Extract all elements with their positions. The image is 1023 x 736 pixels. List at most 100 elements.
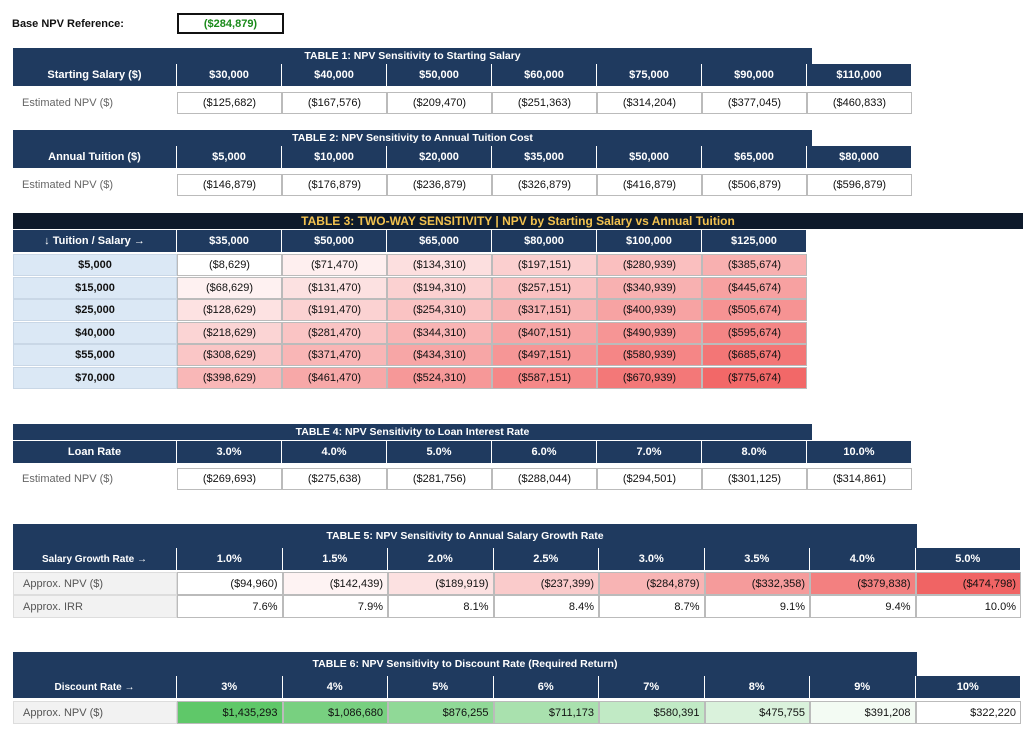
value-cell: ($257,151) [492,277,597,299]
value-cell: ($497,151) [492,344,597,366]
row-label: Approx. NPV ($) [13,701,177,724]
header-cell: $110,000 [807,64,912,86]
value-cell: ($775,674) [702,367,807,389]
value-cell: ($167,576) [282,92,387,114]
value-cell: ($344,310) [387,322,492,344]
value-cell: ($209,470) [387,92,492,114]
value-cell: ($146,879) [177,174,282,196]
value-cell: ($398,629) [177,367,282,389]
value-cell: 9.4% [810,595,916,618]
header-cell: $65,000 [387,230,492,252]
header-cell: $80,000 [807,146,912,168]
header-cell: $60,000 [492,64,597,86]
value-cell: ($595,674) [702,322,807,344]
header-cell: 5% [388,676,494,698]
table-title: TABLE 3: TWO-WAY SENSITIVITY | NPV by St… [13,213,1023,229]
header-cell: 7% [599,676,705,698]
value-cell: ($685,674) [702,344,807,366]
value-cell: $876,255 [388,701,494,724]
value-cell: ($251,363) [492,92,597,114]
header-cell: 9% [810,676,916,698]
value-cell: 8.1% [388,595,494,618]
value-cell: 9.1% [704,595,810,618]
value-cell: ($94,960) [177,572,283,595]
value-cell: ($407,151) [492,322,597,344]
base-value[interactable]: ($284,879) [177,13,284,34]
header-cell: 5.0% [915,548,1021,570]
header-cell: Loan Rate [13,441,177,463]
value-cell: $475,755 [704,701,810,724]
header-cell: $30,000 [177,64,282,86]
header-cell: $100,000 [597,230,702,252]
row-label: $70,000 [13,367,177,389]
header-cell: Starting Salary ($) [13,64,177,86]
value-cell: ($176,879) [282,174,387,196]
value-cell: ($284,879) [599,572,705,595]
value-cell: ($379,838) [810,572,916,595]
header-cell: 8.0% [702,441,807,463]
value-cell: $711,173 [493,701,599,724]
row-label: $25,000 [13,299,177,321]
value-cell: $580,391 [599,701,705,724]
value-cell: ($194,310) [387,277,492,299]
header-cell: $40,000 [282,64,387,86]
value-cell: ($269,693) [177,468,282,490]
value-cell: ($400,939) [597,299,702,321]
row-label: $55,000 [13,344,177,366]
value-cell: ($128,629) [177,299,282,321]
header-cell: 4.0% [810,548,916,570]
value-cell: ($317,151) [492,299,597,321]
value-cell: ($580,939) [597,344,702,366]
row-label: Estimated NPV ($) [22,179,114,191]
value-cell: ($254,310) [387,299,492,321]
value-cell: ($596,879) [807,174,912,196]
value-cell: ($460,833) [807,92,912,114]
value-cell: ($385,674) [702,254,807,276]
header-cell: 3% [177,676,283,698]
value-cell: 7.6% [177,595,283,618]
header-cell: 4% [282,676,388,698]
row-label: Estimated NPV ($) [22,97,114,109]
value-cell: $322,220 [915,701,1021,724]
value-cell: ($434,310) [387,344,492,366]
header-cell: $75,000 [597,64,702,86]
header-cell: 6.0% [492,441,597,463]
header-cell: $50,000 [597,146,702,168]
value-cell: ($281,756) [387,468,492,490]
table-title: TABLE 6: NPV Sensitivity to Discount Rat… [13,652,917,676]
row-label: Estimated NPV ($) [22,473,114,485]
value-cell: ($377,045) [702,92,807,114]
value-cell: ($461,470) [282,367,387,389]
header-cell: $20,000 [387,146,492,168]
header-cell: 5.0% [387,441,492,463]
base-label: Base NPV Reference: [12,18,124,30]
value-cell: ($474,798) [915,572,1021,595]
value-cell: ($8,629) [177,254,282,276]
value-cell: ($314,204) [597,92,702,114]
value-cell: ($191,470) [282,299,387,321]
value-cell: 7.9% [282,595,388,618]
value-cell: ($189,919) [388,572,494,595]
value-cell: ($142,439) [282,572,388,595]
value-cell: ($197,151) [492,254,597,276]
header-cell: $65,000 [702,146,807,168]
value-cell: ($236,879) [387,174,492,196]
row-label: Approx. IRR [13,595,177,618]
value-cell: ($340,939) [597,277,702,299]
row-label: Approx. NPV ($) [13,572,177,595]
value-cell: ($490,939) [597,322,702,344]
value-cell: 8.7% [599,595,705,618]
value-cell: $1,435,293 [177,701,283,724]
header-cell: 10% [915,676,1021,698]
header-cell: 1.0% [177,548,283,570]
row-label: $15,000 [13,277,177,299]
header-cell: Salary Growth Rate → [13,548,177,570]
value-cell: 10.0% [915,595,1021,618]
header-cell: 8% [704,676,810,698]
header-cell: 3.0% [599,548,705,570]
value-cell: ($524,310) [387,367,492,389]
value-cell: ($294,501) [597,468,702,490]
value-cell: ($131,470) [282,277,387,299]
value-cell: ($670,939) [597,367,702,389]
